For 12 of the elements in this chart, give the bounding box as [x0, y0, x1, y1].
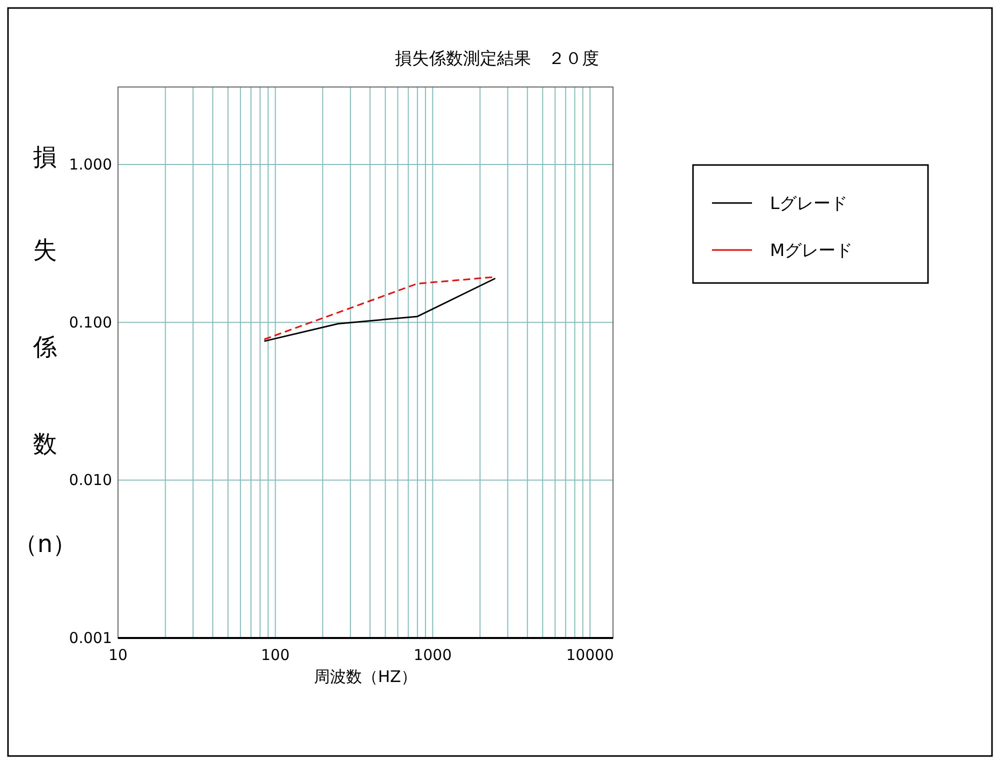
x-tick-label: 1000: [414, 646, 452, 664]
y-tick-label: 1.000: [69, 156, 112, 174]
y-tick-label: 0.001: [69, 629, 112, 647]
x-tick-label: 100: [261, 646, 290, 664]
chart-title: 損失係数測定結果 ２０度: [395, 49, 599, 69]
y-tick-label: 0.010: [69, 471, 112, 490]
x-tick-label: 10000: [566, 646, 614, 664]
legend-label: Mグレード: [770, 241, 853, 261]
legend-label: Lグレード: [770, 194, 848, 214]
y-tick-label: 0.100: [69, 313, 112, 332]
x-axis-title: 周波数（HZ）: [314, 667, 417, 686]
x-tick-label: 10: [108, 646, 128, 664]
